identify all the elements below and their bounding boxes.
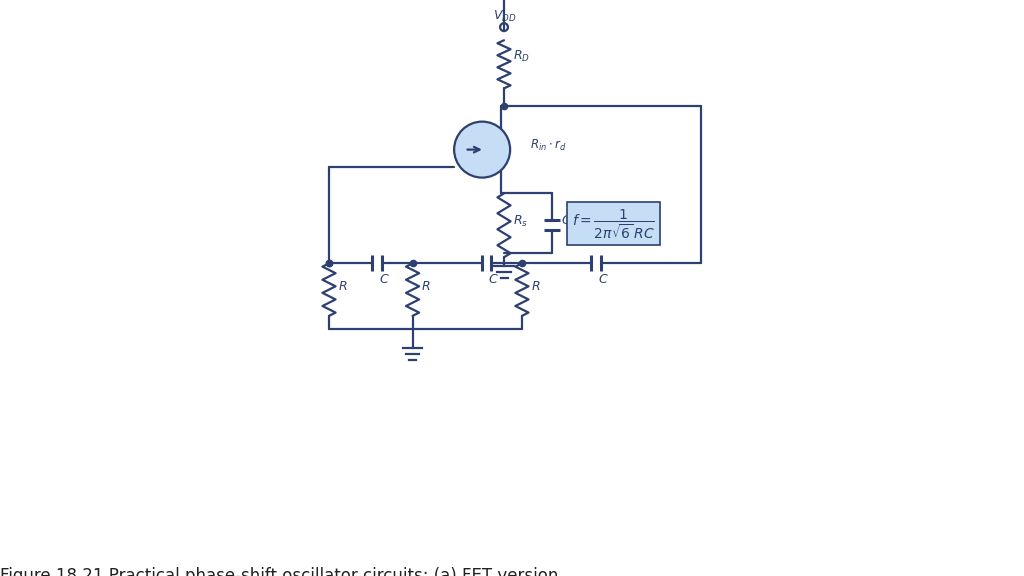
Text: $R$: $R$ xyxy=(530,279,541,293)
Text: $R_{in} \cdot r_d$: $R_{in} \cdot r_d$ xyxy=(530,138,566,153)
Text: $C$: $C$ xyxy=(488,272,499,286)
Text: $R_s$: $R_s$ xyxy=(513,214,527,229)
Text: $R_D$: $R_D$ xyxy=(513,49,529,64)
Circle shape xyxy=(454,122,510,177)
Text: $R$: $R$ xyxy=(421,279,431,293)
Text: Figure 18.21 Practical phase-shift oscillator circuits: (a) FET version: Figure 18.21 Practical phase-shift oscil… xyxy=(0,567,559,576)
Text: $f = \dfrac{1}{2\pi\sqrt{6}\,RC}$: $f = \dfrac{1}{2\pi\sqrt{6}\,RC}$ xyxy=(572,207,654,241)
Text: $V_{DD}$: $V_{DD}$ xyxy=(493,9,516,24)
Text: $C$: $C$ xyxy=(379,272,389,286)
Text: $C_s$: $C_s$ xyxy=(561,214,575,229)
Text: $R$: $R$ xyxy=(338,279,347,293)
Text: $C$: $C$ xyxy=(598,272,608,286)
